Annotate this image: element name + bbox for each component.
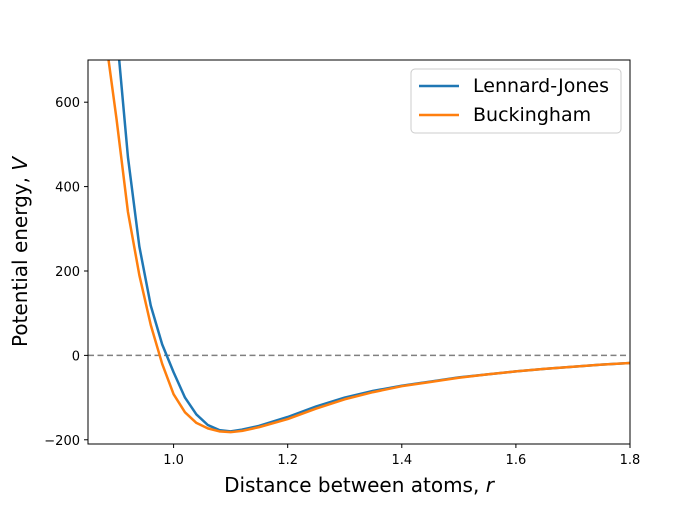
legend: Lennard-Jones Buckingham (410, 68, 622, 134)
y-tick-label: 400 (55, 181, 80, 196)
legend-label-buckingham: Buckingham (473, 104, 591, 126)
x-tick-label: 1.0 (163, 453, 184, 468)
y-tick-label: −200 (44, 434, 80, 449)
x-axis-label-text: Distance between atoms, (224, 473, 486, 497)
x-tick-label: 1.8 (620, 453, 641, 468)
legend-label-lennard-jones: Lennard-Jones (473, 75, 609, 97)
series-line-buckingham (107, 60, 630, 434)
y-tick-label: 600 (55, 96, 80, 111)
x-axis-ticks: 1.0 1.2 1.4 1.6 1.8 (163, 444, 640, 468)
y-tick-label: 0 (72, 349, 80, 364)
legend-box (410, 68, 622, 134)
x-tick-label: 1.4 (391, 453, 412, 468)
y-tick-label: 200 (55, 265, 80, 280)
series-group (107, 60, 630, 434)
y-axis-label: Potential energy, V (8, 156, 32, 347)
y-axis-label-text: Potential energy, (8, 171, 32, 347)
y-axis-ticks: −200 0 200 400 600 (44, 96, 88, 449)
x-axis-label-variable: r (486, 473, 496, 497)
plot-frame (87, 59, 631, 445)
x-tick-label: 1.6 (506, 453, 527, 468)
x-axis-label: Distance between atoms, r (224, 473, 496, 497)
x-tick-label: 1.2 (277, 453, 298, 468)
y-axis-label-variable: V (8, 156, 32, 171)
